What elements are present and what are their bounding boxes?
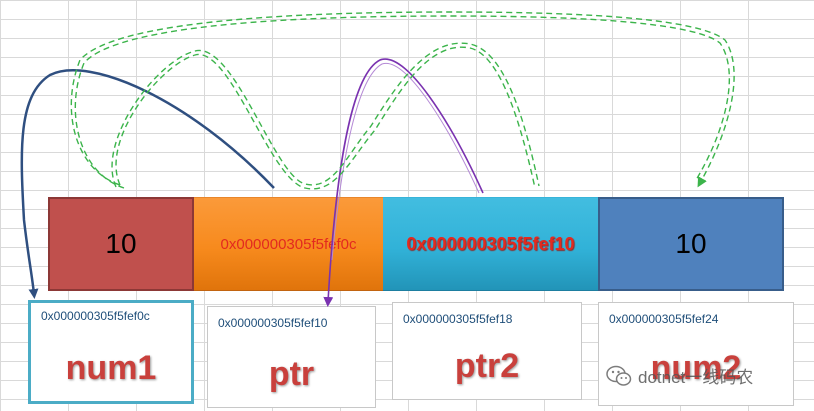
- cell-value: 10: [105, 228, 137, 259]
- cell-value: 0x000000305f5fef0c: [220, 235, 357, 253]
- variable-name: num2: [650, 349, 742, 387]
- variable-box-ptr: 0x000000305f5fef10 ptr: [207, 306, 376, 408]
- watermark-text: dotnet一线码农: [638, 368, 754, 387]
- num1-to-num2-copy-arrow: [70, 11, 735, 188]
- double-deref-arrow-b: [111, 42, 540, 188]
- wechat-icon: [606, 365, 632, 387]
- double-deref-arrow-a: [115, 46, 536, 190]
- num1-to-num2-copy-arrow-b: [74, 15, 731, 189]
- variable-box-num1: 0x000000305f5fef0c num1: [28, 300, 194, 404]
- cell-value: 0x000000305f5fef10: [406, 233, 575, 254]
- watermark: dotnet一线码农: [606, 363, 753, 388]
- memory-cell-num1: 10: [48, 197, 194, 291]
- memory-cell-num2: 10: [598, 197, 784, 291]
- variable-box-ptr2: 0x000000305f5fef18 ptr2: [392, 302, 582, 400]
- address-label: 0x000000305f5fef10: [218, 316, 328, 330]
- variable-name: num1: [65, 349, 157, 387]
- address-label: 0x000000305f5fef24: [609, 312, 719, 326]
- memory-cell-ptr: 0x000000305f5fef0c: [194, 197, 383, 291]
- memory-cell-ptr2: 0x000000305f5fef10: [383, 197, 598, 291]
- address-label: 0x000000305f5fef0c: [41, 309, 150, 323]
- variable-box-num2: 0x000000305f5fef24 num2: [598, 302, 794, 406]
- variable-name: ptr2: [454, 347, 520, 385]
- cell-value: 10: [675, 228, 707, 259]
- address-label: 0x000000305f5fef18: [403, 312, 513, 326]
- variable-name: ptr: [268, 355, 315, 393]
